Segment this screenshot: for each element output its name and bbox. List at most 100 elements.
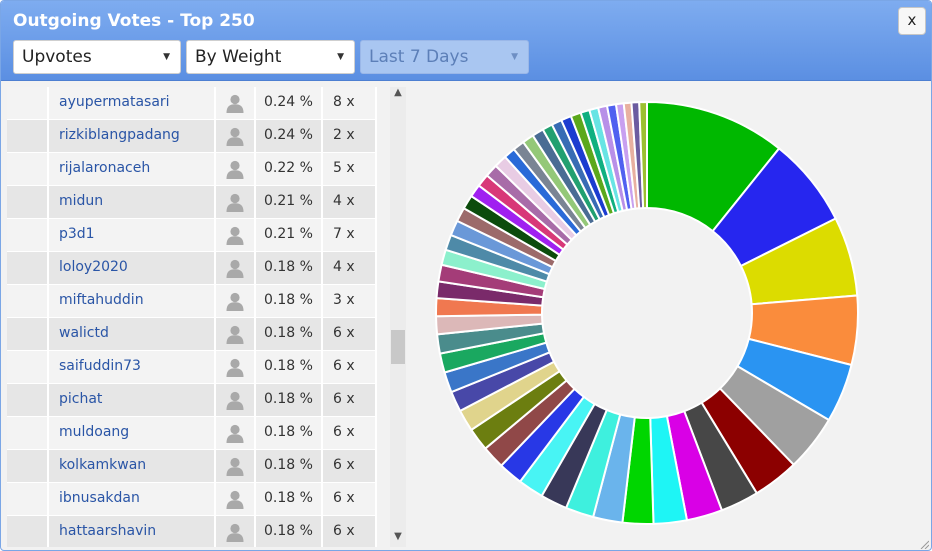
table-row[interactable]: ayupermatasari 0.24 % 8 x [7, 87, 377, 120]
user-icon[interactable] [225, 489, 245, 509]
dialog-titlebar: Outgoing Votes - Top 250 x Upvotes ▼ By … [1, 1, 931, 81]
close-icon: x [907, 11, 917, 29]
user-icon[interactable] [225, 126, 245, 146]
user-icon[interactable] [225, 324, 245, 344]
donut-chart-svg [435, 100, 859, 525]
user-icon[interactable] [225, 390, 245, 410]
voter-name-link[interactable]: ibnusakdan [59, 490, 140, 506]
user-icon[interactable] [225, 357, 245, 377]
voter-name-link[interactable]: muldoang [59, 424, 130, 440]
vote-percent: 0.18 % [264, 457, 313, 473]
voter-name-cell: ibnusakdan [49, 483, 214, 515]
table-row[interactable]: miftahuddin 0.18 % 3 x [7, 285, 377, 318]
vote-count-cell: 7 x [323, 219, 375, 251]
sort-select[interactable]: By Weight ▼ [186, 40, 355, 74]
user-icon[interactable] [225, 258, 245, 278]
period-select-value: Last 7 Days [369, 47, 469, 67]
user-icon[interactable] [225, 456, 245, 476]
voter-name-cell: miftahuddin [49, 285, 214, 317]
user-icon[interactable] [225, 225, 245, 245]
voter-name-cell: saifuddin73 [49, 351, 214, 383]
vote-percent-cell: 0.24 % [256, 120, 321, 152]
voter-name-link[interactable]: p3d1 [59, 226, 95, 242]
table-row[interactable]: saifuddin73 0.18 % 6 x [7, 351, 377, 384]
user-icon[interactable] [225, 291, 245, 311]
voter-name-cell: rizkiblangpadang [49, 120, 214, 152]
scroll-thumb[interactable] [391, 330, 405, 364]
vote-count: 7 x [333, 226, 355, 242]
vote-count-cell: 4 x [323, 252, 375, 284]
table-row[interactable]: kolkamkwan 0.18 % 6 x [7, 450, 377, 483]
vote-count: 2 x [333, 127, 355, 143]
voter-name-link[interactable]: rijalaronaceh [59, 160, 151, 176]
voter-name-link[interactable]: rizkiblangpadang [59, 127, 180, 143]
table-row[interactable]: p3d1 0.21 % 7 x [7, 219, 377, 252]
user-icon[interactable] [225, 93, 245, 113]
voter-name-cell: rijalaronaceh [49, 153, 214, 185]
voter-name-cell: pichat [49, 384, 214, 416]
voters-list[interactable]: ayupermatasari 0.24 % 8 x rizkiblangpadang 0… [7, 87, 377, 547]
table-row[interactable]: rijalaronaceh 0.22 % 5 x [7, 153, 377, 186]
voter-name-link[interactable]: walictd [59, 325, 109, 341]
voter-name-link[interactable]: saifuddin73 [59, 358, 141, 374]
vote-count: 6 x [333, 457, 355, 473]
vote-percent-cell: 0.18 % [256, 417, 321, 449]
voter-name-link[interactable]: pichat [59, 391, 103, 407]
period-select[interactable]: Last 7 Days ▼ [360, 40, 529, 74]
user-icon[interactable] [225, 159, 245, 179]
vote-count: 4 x [333, 259, 355, 275]
voter-icon-cell [216, 516, 254, 547]
voter-icon-cell [216, 384, 254, 416]
voter-name-link[interactable]: midun [59, 193, 104, 209]
user-icon[interactable] [225, 192, 245, 212]
vote-percent: 0.18 % [264, 259, 313, 275]
resize-grip-icon[interactable] [919, 539, 929, 549]
table-row[interactable]: ibnusakdan 0.18 % 6 x [7, 483, 377, 516]
voter-name-cell: loloy2020 [49, 252, 214, 284]
voter-name-cell: kolkamkwan [49, 450, 214, 482]
vote-count: 6 x [333, 490, 355, 506]
list-scrollbar[interactable]: ▲ ▼ [390, 87, 406, 547]
table-row[interactable]: hattaarshavin 0.18 % 6 x [7, 516, 377, 547]
scroll-down-icon[interactable]: ▼ [394, 531, 402, 542]
row-spacer-cell [7, 252, 47, 284]
row-spacer-cell [7, 87, 47, 119]
voter-name-link[interactable]: hattaarshavin [59, 523, 157, 539]
vote-type-select-value: Upvotes [22, 47, 92, 67]
vote-count-cell: 8 x [323, 87, 375, 119]
caret-down-icon: ▼ [511, 52, 518, 62]
voter-name-link[interactable]: kolkamkwan [59, 457, 147, 473]
table-row[interactable]: loloy2020 0.18 % 4 x [7, 252, 377, 285]
close-button[interactable]: x [898, 7, 926, 35]
user-icon[interactable] [225, 423, 245, 443]
scroll-up-icon[interactable]: ▲ [394, 87, 402, 98]
voter-name-link[interactable]: loloy2020 [59, 259, 128, 275]
voter-name-link[interactable]: ayupermatasari [59, 94, 170, 110]
voter-icon-cell [216, 450, 254, 482]
votes-donut-chart [408, 85, 930, 549]
vote-count: 6 x [333, 391, 355, 407]
table-row[interactable]: rizkiblangpadang 0.24 % 2 x [7, 120, 377, 153]
user-icon[interactable] [225, 522, 245, 542]
vote-type-select[interactable]: Upvotes ▼ [13, 40, 181, 74]
vote-count: 5 x [333, 160, 355, 176]
table-row[interactable]: muldoang 0.18 % 6 x [7, 417, 377, 450]
table-row[interactable]: walictd 0.18 % 6 x [7, 318, 377, 351]
row-spacer-cell [7, 318, 47, 350]
vote-count-cell: 4 x [323, 186, 375, 218]
vote-count-cell: 6 x [323, 384, 375, 416]
vote-count: 4 x [333, 193, 355, 209]
vote-percent: 0.21 % [264, 226, 313, 242]
table-row[interactable]: midun 0.21 % 4 x [7, 186, 377, 219]
voter-name-link[interactable]: miftahuddin [59, 292, 144, 308]
vote-percent-cell: 0.18 % [256, 318, 321, 350]
voter-icon-cell [216, 483, 254, 515]
vote-count: 6 x [333, 523, 355, 539]
table-row[interactable]: pichat 0.18 % 6 x [7, 384, 377, 417]
row-spacer-cell [7, 483, 47, 515]
vote-count: 6 x [333, 325, 355, 341]
vote-percent: 0.18 % [264, 424, 313, 440]
vote-count-cell: 6 x [323, 483, 375, 515]
donut-slice[interactable] [638, 100, 648, 210]
